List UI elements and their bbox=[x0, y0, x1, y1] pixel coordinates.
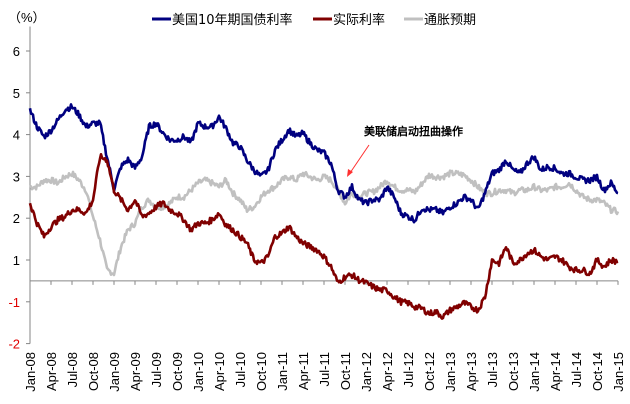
x-tick-label: Oct-09 bbox=[170, 352, 185, 391]
y-tick-label: 6 bbox=[13, 44, 20, 59]
y-axis-unit-label: （%） bbox=[8, 10, 46, 25]
x-tick-label: Apr-11 bbox=[296, 352, 311, 390]
x-tick-label: Jul-09 bbox=[149, 352, 164, 387]
y-tick-label: 5 bbox=[13, 86, 20, 101]
x-tick-label: Jan-09 bbox=[107, 352, 122, 392]
x-tick-label: Oct-13 bbox=[506, 352, 521, 391]
x-tick-label: Apr-08 bbox=[44, 352, 59, 391]
x-tick-label: Jul-08 bbox=[65, 352, 80, 387]
x-tick-label: Apr-12 bbox=[380, 352, 395, 391]
x-tick-label: Jul-14 bbox=[569, 352, 584, 387]
x-tick-label: Jan-13 bbox=[443, 352, 458, 392]
legend-label-1: 实际利率 bbox=[333, 12, 385, 28]
x-tick-label: Jan-15 bbox=[611, 352, 626, 392]
legend-label-2: 通胀预期 bbox=[424, 13, 476, 28]
annotation: 美联储启动扭曲操作 bbox=[347, 124, 463, 177]
series-lines bbox=[28, 103, 620, 320]
y-tick-label: 4 bbox=[13, 128, 20, 143]
x-tick-label: Jul-10 bbox=[233, 352, 248, 387]
x-tick-label: Oct-10 bbox=[254, 352, 269, 391]
annotation-arrowhead bbox=[347, 169, 353, 177]
legend-label-0: 美国10年期国债利率 bbox=[172, 12, 293, 28]
x-tick-label: Apr-10 bbox=[212, 352, 227, 391]
x-tick-label: Oct-12 bbox=[422, 352, 437, 391]
annotation-arrow bbox=[349, 144, 370, 174]
legend: 美国10年期国债利率 实际利率 通胀预期 bbox=[152, 12, 476, 28]
x-tick-label: Jan-12 bbox=[359, 352, 374, 392]
x-tick-label: Jul-12 bbox=[401, 352, 416, 387]
y-tick-label: -2 bbox=[8, 337, 20, 352]
x-tick-label: Oct-08 bbox=[86, 352, 101, 391]
x-tick-label: Jan-14 bbox=[527, 352, 542, 392]
x-tick-label: Oct-14 bbox=[590, 352, 605, 391]
series-line-1 bbox=[28, 153, 619, 320]
x-tick-label: Jan-10 bbox=[191, 352, 206, 392]
series-line-0 bbox=[28, 103, 619, 224]
series-line-2 bbox=[29, 169, 620, 277]
x-tick-label: Oct-11 bbox=[338, 352, 353, 390]
x-tick-label: Jul-13 bbox=[485, 352, 500, 387]
x-tick-label: Jan-11 bbox=[275, 352, 290, 391]
y-tick-label: 3 bbox=[13, 169, 20, 184]
y-tick-label: 2 bbox=[13, 211, 20, 226]
y-tick-label: 1 bbox=[13, 253, 20, 268]
x-tick-label: Apr-09 bbox=[128, 352, 143, 391]
x-tick-label: Jul-11 bbox=[317, 352, 332, 386]
x-tick-label: Jan-08 bbox=[23, 352, 38, 392]
y-tick-label: -1 bbox=[8, 295, 20, 310]
annotation-text: 美联储启动扭曲操作 bbox=[364, 124, 463, 138]
x-tick-label: Apr-13 bbox=[464, 352, 479, 391]
x-tick-label: Apr-14 bbox=[548, 352, 563, 391]
